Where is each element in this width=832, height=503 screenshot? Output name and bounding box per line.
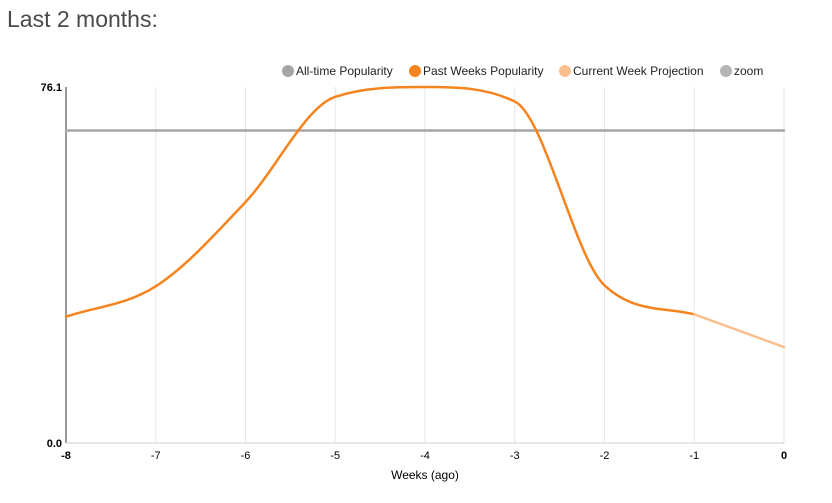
x-tick-label: -7 bbox=[151, 450, 161, 462]
x-tick-label: -1 bbox=[689, 450, 699, 462]
current-week-projection-line bbox=[693, 313, 786, 349]
x-tick-label: -8 bbox=[61, 450, 71, 462]
legend-marker-current-week-projection bbox=[559, 65, 571, 77]
x-tick-label: -5 bbox=[330, 450, 340, 462]
x-tick-label: 0 bbox=[781, 450, 787, 462]
y-tick-label-max: 76.1 bbox=[41, 82, 62, 94]
x-tick-label: -2 bbox=[600, 450, 610, 462]
series-layer bbox=[64, 85, 786, 349]
x-tick-label: -4 bbox=[420, 450, 430, 462]
legend-marker-all-time-popularity bbox=[282, 65, 294, 77]
legend-label-past-weeks-popularity[interactable]: Past Weeks Popularity bbox=[423, 64, 544, 78]
x-tick-labels: -8 -7 -6 -5 -4 -3 -2 -1 0 bbox=[61, 450, 787, 462]
y-tick-labels: 76.1 0.0 bbox=[41, 82, 62, 450]
vertical-gridlines bbox=[155, 87, 785, 443]
x-tick-label: -6 bbox=[241, 450, 251, 462]
legend-marker-past-weeks-popularity bbox=[409, 65, 421, 77]
legend-label-current-week-projection[interactable]: Current Week Projection bbox=[573, 64, 704, 78]
page-heading: Last 2 months: bbox=[7, 6, 158, 32]
legend-label-zoom[interactable]: zoom bbox=[734, 64, 763, 78]
x-axis-title: Weeks (ago) bbox=[391, 468, 459, 482]
past-weeks-popularity-line bbox=[64, 85, 696, 318]
y-tick-label-min: 0.0 bbox=[47, 438, 62, 450]
legend-marker-zoom bbox=[720, 65, 732, 77]
legend-label-all-time-popularity[interactable]: All-time Popularity bbox=[296, 64, 393, 78]
x-tick-label: -3 bbox=[510, 450, 520, 462]
legend: All-time Popularity Past Weeks Popularity… bbox=[282, 64, 763, 78]
